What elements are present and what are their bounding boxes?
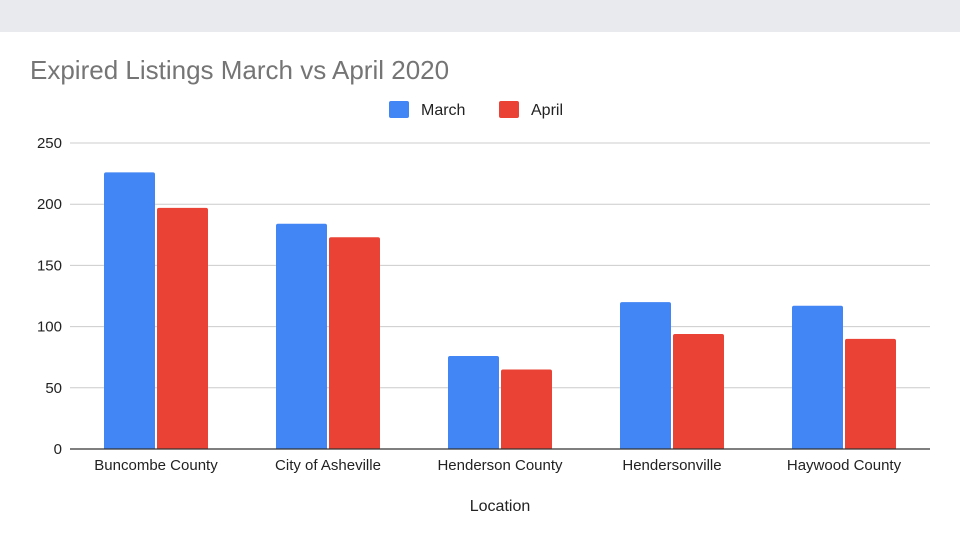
bar-march-haywood-county bbox=[792, 305, 843, 449]
chart-title: Expired Listings March vs April 2020 bbox=[30, 55, 449, 85]
y-tick-label: 50 bbox=[45, 380, 62, 397]
x-tick-label: Haywood County bbox=[787, 457, 902, 474]
bar-april-city-of-asheville bbox=[329, 237, 380, 449]
bar-march-henderson-county bbox=[448, 355, 499, 449]
y-axis-ticks: 0 50 100 150 200 250 bbox=[37, 135, 62, 458]
chart-container: Expired Listings March vs April 2020 Mar… bbox=[0, 32, 960, 540]
bar-march-city-of-asheville bbox=[276, 223, 327, 449]
y-tick-label: 100 bbox=[37, 319, 62, 336]
bar-april-hendersonville bbox=[673, 333, 724, 449]
bar-march-hendersonville bbox=[620, 302, 671, 449]
x-tick-label: Hendersonville bbox=[622, 457, 721, 474]
x-axis-ticks: Buncombe County City of Asheville Henderso… bbox=[94, 457, 901, 474]
y-tick-label: 250 bbox=[37, 135, 62, 152]
legend-swatch-march bbox=[389, 101, 409, 118]
legend-label-april: April bbox=[531, 102, 563, 119]
legend-label-march: March bbox=[421, 102, 465, 119]
legend: March April bbox=[389, 101, 563, 119]
x-tick-label: Henderson County bbox=[437, 457, 563, 474]
bar-chart: Expired Listings March vs April 2020 Mar… bbox=[30, 55, 930, 515]
gridlines bbox=[70, 142, 930, 389]
y-tick-label: 150 bbox=[37, 257, 62, 274]
x-axis-label: Location bbox=[470, 498, 531, 515]
legend-swatch-april bbox=[499, 101, 519, 118]
x-tick-label: Buncombe County bbox=[94, 457, 218, 474]
y-tick-label: 0 bbox=[54, 441, 62, 458]
bar-april-henderson-county bbox=[501, 369, 552, 449]
y-tick-label: 200 bbox=[37, 196, 62, 213]
x-tick-label: City of Asheville bbox=[275, 457, 381, 474]
bar-april-buncombe-county bbox=[157, 207, 208, 449]
bars bbox=[104, 172, 896, 449]
top-band bbox=[0, 0, 960, 32]
bar-march-buncombe-county bbox=[104, 172, 155, 449]
bar-april-haywood-county bbox=[845, 338, 896, 449]
